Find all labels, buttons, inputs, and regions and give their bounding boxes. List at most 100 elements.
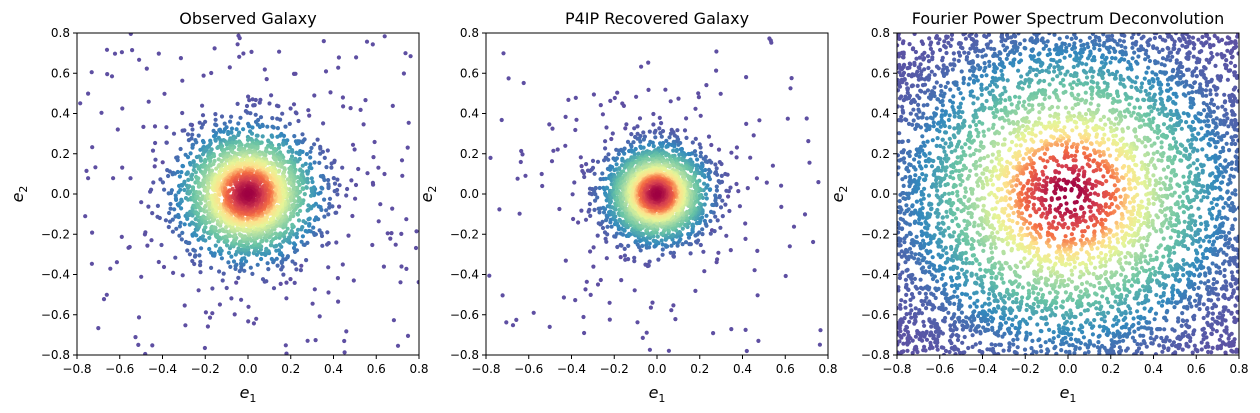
data-point — [518, 159, 523, 165]
data-point — [716, 147, 722, 152]
data-point — [582, 174, 587, 180]
data-point — [581, 314, 586, 320]
data-point — [179, 170, 184, 175]
data-point — [713, 162, 718, 167]
data-point — [89, 261, 94, 266]
data-point — [624, 122, 629, 127]
data-point — [198, 270, 203, 275]
data-point — [245, 227, 250, 232]
data-point — [488, 155, 493, 160]
data-point — [595, 159, 601, 164]
data-point — [203, 225, 208, 230]
data-point — [150, 343, 155, 348]
data-point — [269, 256, 274, 262]
data-point — [519, 148, 524, 154]
data-point — [178, 187, 183, 192]
data-point — [245, 191, 250, 196]
data-point — [349, 178, 354, 183]
data-point — [581, 171, 587, 176]
data-point — [713, 198, 718, 203]
x-tick-label: −0.2 — [191, 362, 220, 376]
data-point — [337, 183, 342, 188]
data-point — [353, 182, 359, 188]
data-point — [166, 173, 171, 179]
data-point — [198, 201, 203, 206]
data-point — [277, 242, 282, 247]
data-point — [315, 137, 320, 142]
data-point — [257, 152, 263, 157]
data-point — [333, 210, 338, 215]
data-point — [633, 239, 639, 244]
data-point — [364, 39, 370, 44]
data-point — [702, 218, 708, 224]
data-point — [207, 315, 213, 320]
x-tick-label: 0.0 — [238, 362, 257, 376]
data-point — [323, 69, 329, 74]
data-point — [572, 180, 577, 185]
data-point — [664, 144, 669, 149]
data-point — [301, 242, 306, 247]
data-point — [211, 161, 216, 167]
data-point — [677, 152, 682, 157]
data-point — [684, 116, 689, 121]
data-point — [651, 144, 656, 149]
data-point — [574, 117, 579, 122]
data-point — [335, 276, 340, 281]
data-point — [748, 155, 753, 160]
data-point — [573, 298, 578, 303]
data-point — [736, 189, 741, 194]
data-point — [686, 232, 691, 237]
data-point — [226, 250, 232, 255]
data-point — [285, 177, 291, 182]
data-point — [345, 186, 350, 192]
data-point — [238, 261, 244, 266]
data-point — [313, 338, 318, 343]
data-point — [298, 208, 303, 213]
data-point — [361, 122, 366, 127]
data-point — [499, 117, 504, 123]
data-point — [563, 143, 568, 148]
data-point — [613, 207, 618, 212]
data-point — [659, 238, 664, 243]
data-point — [372, 139, 377, 145]
data-point — [326, 185, 331, 191]
data-point — [399, 158, 405, 163]
data-point — [745, 186, 750, 191]
data-point — [221, 129, 226, 134]
data-point — [257, 242, 262, 247]
data-point — [635, 124, 640, 129]
data-point — [686, 235, 692, 240]
data-point — [308, 149, 313, 154]
data-point — [127, 244, 132, 250]
data-point — [291, 245, 297, 251]
data-point — [193, 170, 198, 175]
data-point — [146, 99, 151, 104]
data-point — [199, 125, 204, 130]
data-point — [385, 231, 390, 236]
data-point — [78, 101, 83, 106]
data-point — [656, 257, 661, 262]
data-point — [555, 147, 560, 152]
data-point — [282, 230, 287, 235]
data-point — [704, 213, 709, 218]
data-point — [604, 198, 609, 203]
data-point — [744, 348, 749, 354]
data-point — [804, 116, 809, 121]
x-tick-label: 0.2 — [281, 362, 300, 376]
data-point — [236, 275, 241, 280]
data-point — [257, 124, 263, 130]
data-point — [625, 139, 631, 144]
data-point — [197, 253, 202, 258]
data-point — [802, 212, 808, 217]
data-point — [218, 246, 223, 251]
data-point — [320, 243, 325, 248]
data-point — [185, 216, 190, 221]
data-point — [84, 168, 89, 173]
data-point — [160, 160, 165, 165]
data-point — [600, 219, 605, 224]
data-point — [318, 151, 323, 156]
data-point — [671, 303, 676, 308]
data-point — [174, 226, 179, 231]
data-point — [217, 192, 222, 197]
data-point — [282, 238, 288, 243]
